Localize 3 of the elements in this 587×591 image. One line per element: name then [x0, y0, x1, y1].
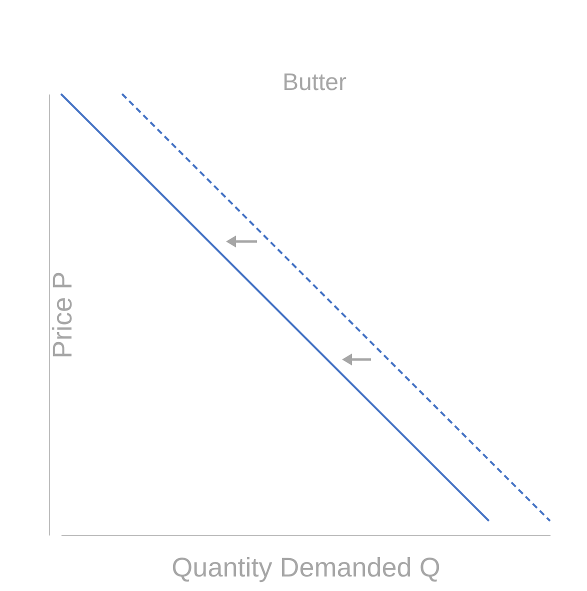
- x-axis-title: Quantity Demanded Q: [172, 552, 440, 582]
- y-axis-title: Price P: [48, 271, 78, 359]
- chart-title: Butter: [282, 69, 347, 96]
